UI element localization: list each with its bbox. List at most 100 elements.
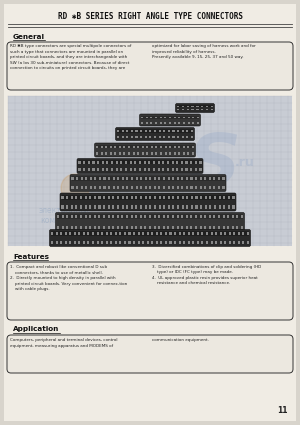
- Bar: [79, 160, 202, 164]
- Bar: [177, 186, 179, 189]
- Bar: [177, 226, 178, 229]
- Bar: [206, 108, 208, 110]
- Bar: [128, 241, 130, 244]
- Bar: [172, 196, 175, 198]
- Bar: [69, 241, 71, 244]
- Bar: [100, 152, 103, 155]
- Text: компоненты: компоненты: [40, 215, 90, 224]
- Bar: [211, 108, 213, 110]
- Bar: [101, 241, 103, 244]
- Bar: [223, 177, 224, 180]
- Bar: [192, 152, 194, 155]
- Bar: [182, 106, 184, 108]
- Bar: [146, 145, 148, 148]
- Bar: [174, 232, 176, 235]
- Text: S: S: [189, 130, 241, 199]
- Bar: [158, 215, 160, 218]
- Bar: [120, 161, 122, 164]
- Bar: [141, 116, 143, 119]
- Bar: [190, 177, 193, 180]
- Bar: [131, 186, 133, 189]
- Bar: [126, 196, 128, 198]
- Bar: [174, 116, 176, 119]
- Bar: [71, 176, 224, 181]
- Bar: [187, 108, 189, 110]
- Bar: [108, 226, 109, 229]
- Bar: [112, 205, 114, 209]
- Bar: [177, 215, 178, 218]
- Bar: [196, 205, 198, 209]
- Bar: [116, 161, 118, 164]
- Bar: [99, 177, 101, 180]
- Bar: [71, 177, 74, 180]
- Bar: [153, 168, 155, 171]
- Bar: [87, 241, 89, 244]
- Bar: [122, 136, 124, 138]
- Bar: [192, 122, 194, 124]
- Bar: [158, 168, 160, 171]
- Bar: [111, 161, 113, 164]
- FancyBboxPatch shape: [7, 335, 293, 373]
- Bar: [144, 168, 146, 171]
- Bar: [110, 241, 112, 244]
- Bar: [163, 177, 165, 180]
- Bar: [186, 226, 188, 229]
- Bar: [96, 144, 194, 148]
- Bar: [197, 241, 199, 244]
- Bar: [160, 241, 162, 244]
- Bar: [196, 108, 199, 110]
- Bar: [220, 241, 222, 244]
- Bar: [186, 177, 188, 180]
- Bar: [112, 196, 114, 198]
- Bar: [169, 241, 172, 244]
- Bar: [142, 232, 144, 235]
- Bar: [122, 196, 124, 198]
- Bar: [124, 232, 126, 235]
- Bar: [191, 196, 193, 198]
- Bar: [135, 205, 137, 209]
- Bar: [146, 116, 148, 119]
- Bar: [204, 177, 206, 180]
- Bar: [131, 196, 133, 198]
- Bar: [78, 241, 80, 244]
- Bar: [94, 196, 96, 198]
- Bar: [64, 241, 67, 244]
- Bar: [188, 152, 190, 155]
- Bar: [139, 168, 141, 171]
- Bar: [160, 152, 162, 155]
- Bar: [103, 196, 105, 198]
- Bar: [133, 232, 135, 235]
- Bar: [172, 177, 174, 180]
- Bar: [209, 196, 211, 198]
- Bar: [137, 152, 139, 155]
- Bar: [80, 196, 82, 198]
- Bar: [181, 168, 183, 171]
- Bar: [117, 196, 119, 198]
- Bar: [150, 116, 152, 119]
- Bar: [188, 116, 190, 119]
- Bar: [188, 241, 190, 244]
- Bar: [177, 106, 179, 108]
- Bar: [206, 106, 208, 108]
- Bar: [172, 168, 174, 171]
- FancyBboxPatch shape: [77, 159, 203, 173]
- Bar: [108, 186, 110, 189]
- Bar: [78, 168, 81, 171]
- Bar: [163, 226, 165, 229]
- Bar: [158, 196, 160, 198]
- Bar: [85, 186, 87, 189]
- Bar: [78, 232, 80, 235]
- Text: communication equipment.: communication equipment.: [152, 338, 209, 342]
- Bar: [140, 136, 142, 138]
- Bar: [163, 136, 165, 138]
- Bar: [119, 232, 122, 235]
- Bar: [145, 186, 147, 189]
- Bar: [162, 161, 164, 164]
- Text: General: General: [13, 34, 45, 40]
- Bar: [211, 106, 213, 108]
- Bar: [128, 232, 130, 235]
- Bar: [136, 130, 137, 132]
- Bar: [51, 232, 53, 235]
- Text: Features: Features: [13, 254, 49, 260]
- Bar: [238, 241, 240, 244]
